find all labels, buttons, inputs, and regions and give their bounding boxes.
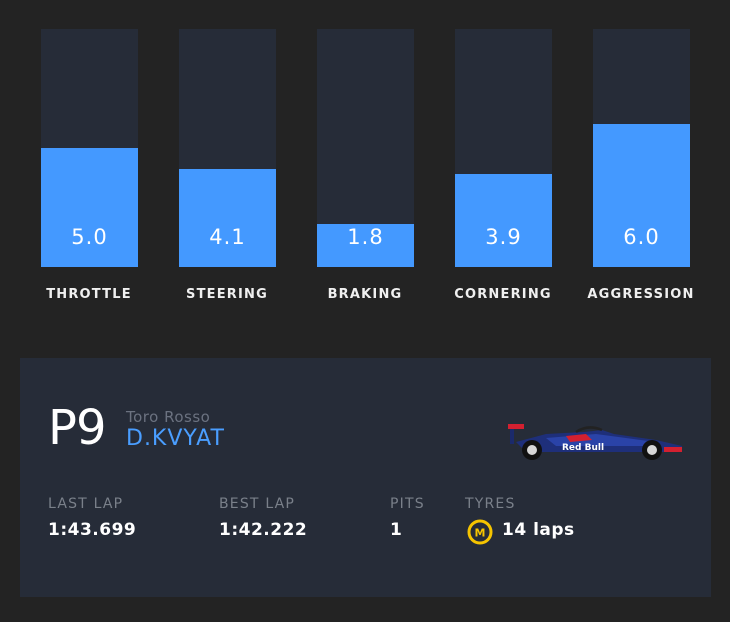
cornering-label: CORNERING [454, 287, 552, 302]
toro-rosso-car-icon: Red Bull [508, 424, 682, 460]
cornering-meter-value: 3.9 [485, 225, 522, 249]
svg-text:Red Bull: Red Bull [562, 443, 604, 453]
cornering-meter-fill [455, 174, 552, 267]
steering-meter-value: 4.1 [209, 225, 246, 249]
pits-label: PITS [390, 496, 425, 512]
braking-label: BRAKING [327, 287, 403, 302]
pits-value: 1 [390, 520, 403, 540]
aggression-label: AGGRESSION [587, 287, 695, 302]
braking-meter-fill [317, 224, 414, 267]
driver-card[interactable]: P9 Toro Rosso D.KVYAT Red Bull LAST LAP … [20, 358, 711, 597]
race-position: P9 [48, 400, 106, 456]
tyre-compound-letter: M [475, 527, 486, 540]
throttle-meter: 5.0 [41, 29, 138, 267]
aggression-meter: 6.0 [593, 29, 690, 267]
medium-tyre-icon: M [467, 519, 493, 545]
team-name: Toro Rosso [126, 408, 211, 426]
throttle-meter-value: 5.0 [71, 225, 108, 249]
steering-meter: 4.1 [179, 29, 276, 267]
best-lap-value: 1:42.222 [219, 520, 308, 540]
steering-label: STEERING [186, 287, 268, 302]
tyres-label: TYRES [465, 496, 516, 512]
best-lap-label: BEST LAP [219, 496, 296, 512]
last-lap-label: LAST LAP [48, 496, 124, 512]
last-lap-value: 1:43.699 [48, 520, 137, 540]
throttle-meter-fill [41, 148, 138, 267]
braking-meter-value: 1.8 [347, 225, 384, 249]
cornering-meter: 3.9 [455, 29, 552, 267]
aggression-meter-fill [593, 124, 690, 267]
throttle-label: THROTTLE [46, 287, 132, 302]
tyre-laps-value: 14 laps [502, 520, 575, 540]
aggression-meter-value: 6.0 [623, 225, 660, 249]
driving-style-meters: 5.0 THROTTLE 4.1 STEERING 1.8 BRAKING 3.… [41, 29, 695, 302]
braking-meter: 1.8 [317, 29, 414, 267]
driver-name: D.KVYAT [126, 426, 225, 451]
steering-meter-fill [179, 169, 276, 267]
